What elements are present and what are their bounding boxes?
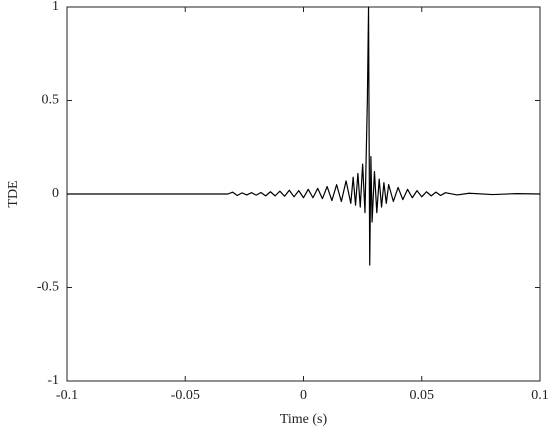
x-tick-label: -0.05 <box>171 388 200 403</box>
y-tick-label: -0.5 <box>37 280 59 295</box>
y-tick-label: 1 <box>52 0 59 14</box>
y-tick-label: 0.5 <box>42 93 60 108</box>
x-tick-label: 0 <box>300 388 307 403</box>
x-tick-label: -0.1 <box>56 388 78 403</box>
data-line <box>67 6 541 266</box>
y-tick-label: 0 <box>52 186 59 201</box>
x-tick-label: 0.05 <box>410 388 435 403</box>
y-axis-label: TDE <box>6 180 21 207</box>
y-tick-label: -1 <box>47 373 59 388</box>
x-axis-label: Time (s) <box>280 412 328 427</box>
x-tick-label: 0.1 <box>531 388 549 403</box>
